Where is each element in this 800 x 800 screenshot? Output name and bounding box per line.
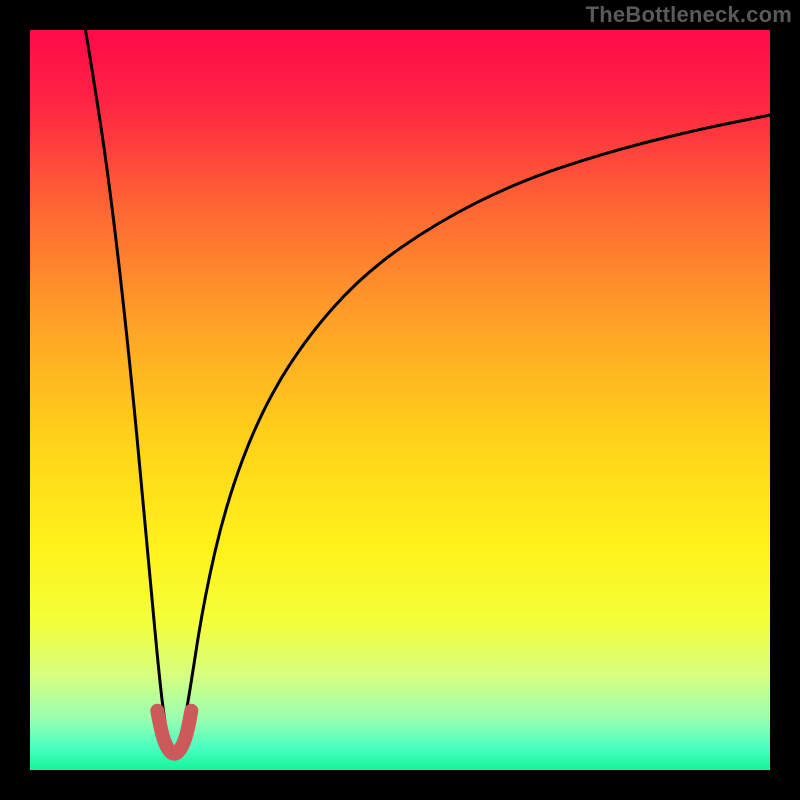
chart-frame: TheBottleneck.com <box>0 0 800 800</box>
plot-area <box>30 30 770 770</box>
watermark-text: TheBottleneck.com <box>586 2 792 28</box>
bottom-u-marker <box>157 711 191 754</box>
bottleneck-curve <box>86 30 771 757</box>
curve-layer <box>30 30 770 770</box>
